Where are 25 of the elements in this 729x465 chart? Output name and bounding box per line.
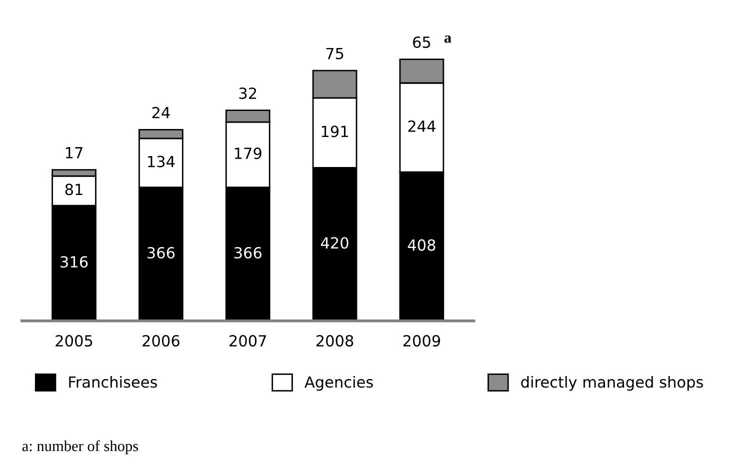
x-tick-label: 2008 [316,335,354,347]
annotation: a [444,35,452,43]
legend-label: Franchisees [69,376,158,388]
data-label: 65 [413,36,430,48]
data-label: 191 [322,126,348,138]
data-label: 316 [60,256,88,268]
data-label: 366 [148,246,175,259]
data-label: 32 [239,88,256,100]
legend-label: directly managed shops [521,376,703,391]
data-label: 24 [152,106,170,118]
data-label: 244 [408,120,436,132]
data-label: 408 [408,239,436,251]
x-tick-label: 2007 [230,335,266,347]
data-label: 366 [234,246,262,259]
x-tick-label: 2009 [403,335,440,347]
x-tick-label: 2005 [56,335,92,347]
data-label: 75 [326,48,344,60]
data-label: 179 [234,148,262,160]
data-label: 420 [320,237,348,249]
data-label: 81 [65,184,82,196]
data-label: 17 [66,147,82,158]
x-tick-label: 2006 [142,335,180,347]
data-label: 134 [148,156,175,168]
legend-label: Agencies [304,376,373,391]
text: a: number of shops [22,440,138,454]
